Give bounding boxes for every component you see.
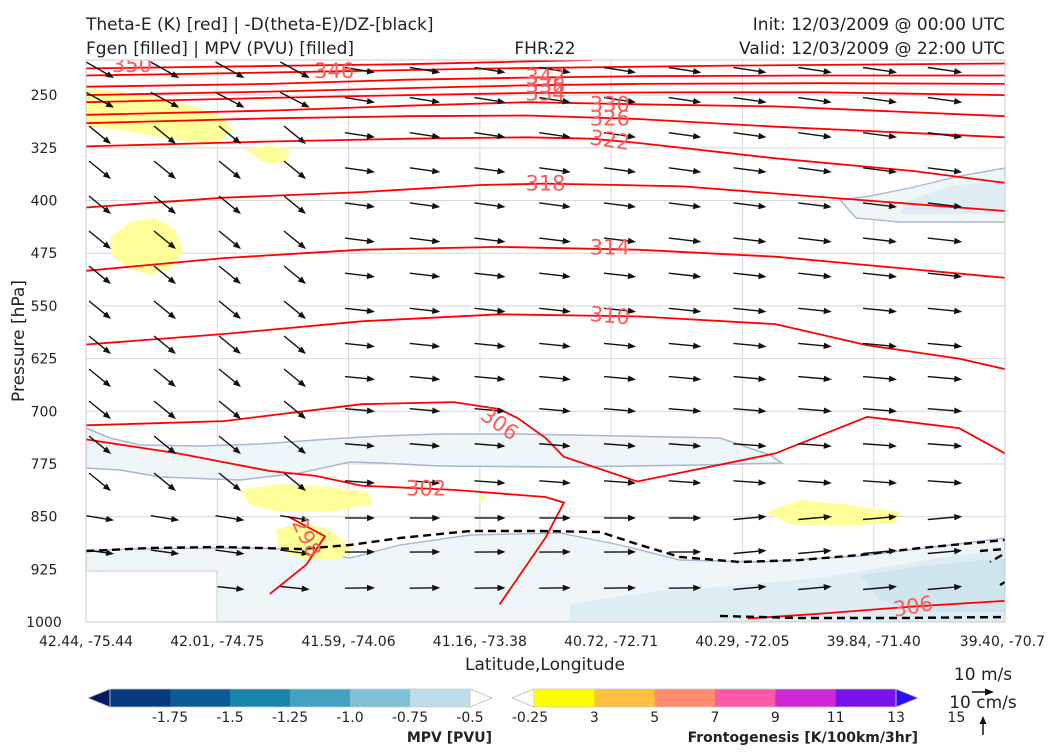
mpv-colorbar-tick: -1.0	[336, 710, 363, 726]
x-axis-label: Latitude,Longitude	[465, 655, 625, 675]
colorbar-swatch	[230, 689, 291, 707]
wind-reference-vertical-arrow	[980, 716, 987, 735]
mpv-colorbar-tick: -1.5	[216, 710, 243, 726]
theta-e-label: 334	[525, 82, 565, 106]
colorbar-arrow	[512, 689, 534, 707]
fgen-colorbar-tick: 7	[711, 710, 720, 726]
y-axis-label: Pressure [hPa]	[9, 280, 29, 402]
mpv-colorbar-tick: -0.25	[512, 710, 548, 726]
y-tick-label: 1000	[26, 615, 62, 631]
mpv-colorbar-label: MPV [PVU]	[407, 730, 492, 746]
x-tick-label: 40.72, -72.71	[564, 634, 658, 650]
fgen-colorbar-tick: 9	[771, 710, 780, 726]
colorbar-swatch	[655, 689, 716, 707]
colorbar-swatch	[170, 689, 231, 707]
x-tick-label: 42.44, -75.44	[39, 634, 133, 650]
mpv-colorbar-tick: -1.75	[152, 710, 188, 726]
y-tick-label: 325	[31, 141, 58, 157]
init-time: Init: 12/03/2009 @ 00:00 UTC	[753, 15, 1005, 35]
colorbar-swatch	[594, 689, 655, 707]
fgen-colorbar-tick: 5	[650, 710, 659, 726]
y-tick-label: 925	[31, 562, 58, 578]
valid-time: Valid: 12/03/2009 @ 22:00 UTC	[739, 39, 1005, 59]
y-axis-tick-labels: 250 325 400 475 550 625 700 775 850 925 1000	[26, 88, 62, 631]
theta-e-label: 318	[525, 172, 565, 196]
y-tick-label: 550	[31, 299, 58, 315]
colorbar-swatch	[534, 689, 595, 707]
x-tick-label: 39.84, -71.40	[827, 634, 921, 650]
terrain-mask-left	[86, 571, 217, 622]
colorbar-swatch	[410, 689, 471, 707]
theta-e-label: 310	[589, 302, 631, 329]
forecast-hour: FHR:22	[514, 39, 575, 59]
colorbar-swatch	[715, 689, 776, 707]
theta-e-label: 302	[406, 477, 446, 501]
fgen-colorbar-tick: 13	[887, 710, 905, 726]
mpv-colorbar: -1.75 -1.5 -1.25 -1.0 -0.75 -0.5 -0.25	[88, 689, 548, 726]
y-tick-label: 850	[31, 510, 58, 526]
mpv-colorbar-tick: -1.25	[272, 710, 308, 726]
x-tick-label: 41.59, -74.06	[302, 634, 396, 650]
mpv-colorbar-tick: -0.75	[392, 710, 428, 726]
y-tick-label: 400	[31, 194, 58, 210]
colorbar-swatch	[775, 689, 836, 707]
fgen-colorbar-label: Frontogenesis [K/100km/3hr]	[688, 730, 918, 746]
y-tick-label: 625	[31, 352, 58, 368]
colorbar-swatch	[290, 689, 351, 707]
x-tick-label: 40.29, -72.05	[695, 634, 789, 650]
colorbar-arrow	[896, 689, 918, 707]
wind-reference-horizontal-label: 10 m/s	[954, 665, 1012, 685]
fgen-colorbar-tick: 11	[827, 710, 845, 726]
colorbar-swatch	[350, 689, 411, 707]
colorbar-arrow	[88, 689, 110, 707]
theta-e-label: 346	[314, 59, 354, 83]
fgen-colorbar-tick: 3	[590, 710, 599, 726]
mpv-colorbar-tick: -0.5	[456, 710, 483, 726]
x-tick-label: 42.01, -74.75	[170, 634, 264, 650]
x-axis-tick-labels: 42.44, -75.44 42.01, -74.75 41.59, -74.06 4…	[39, 634, 1045, 650]
y-tick-label: 250	[31, 88, 58, 104]
theta-e-label: 314	[590, 236, 630, 260]
y-tick-label: 775	[31, 457, 58, 473]
x-tick-label: 39.40, -70.7	[960, 634, 1045, 650]
title-line-1: Theta-E (K) [red] | -D(theta-E)/DZ-[blac…	[85, 15, 434, 35]
title-line-2: Fgen [filled] | MPV (PVU) [filled]	[86, 39, 354, 59]
colorbar-swatch	[836, 689, 897, 707]
colorbar-swatch	[110, 689, 171, 707]
y-tick-label: 475	[31, 246, 58, 262]
x-tick-label: 41.16, -73.38	[433, 634, 527, 650]
colorbar-arrow	[470, 689, 492, 707]
wind-reference-vertical-label: 10 cm/s	[949, 693, 1017, 713]
y-tick-label: 700	[31, 404, 58, 420]
